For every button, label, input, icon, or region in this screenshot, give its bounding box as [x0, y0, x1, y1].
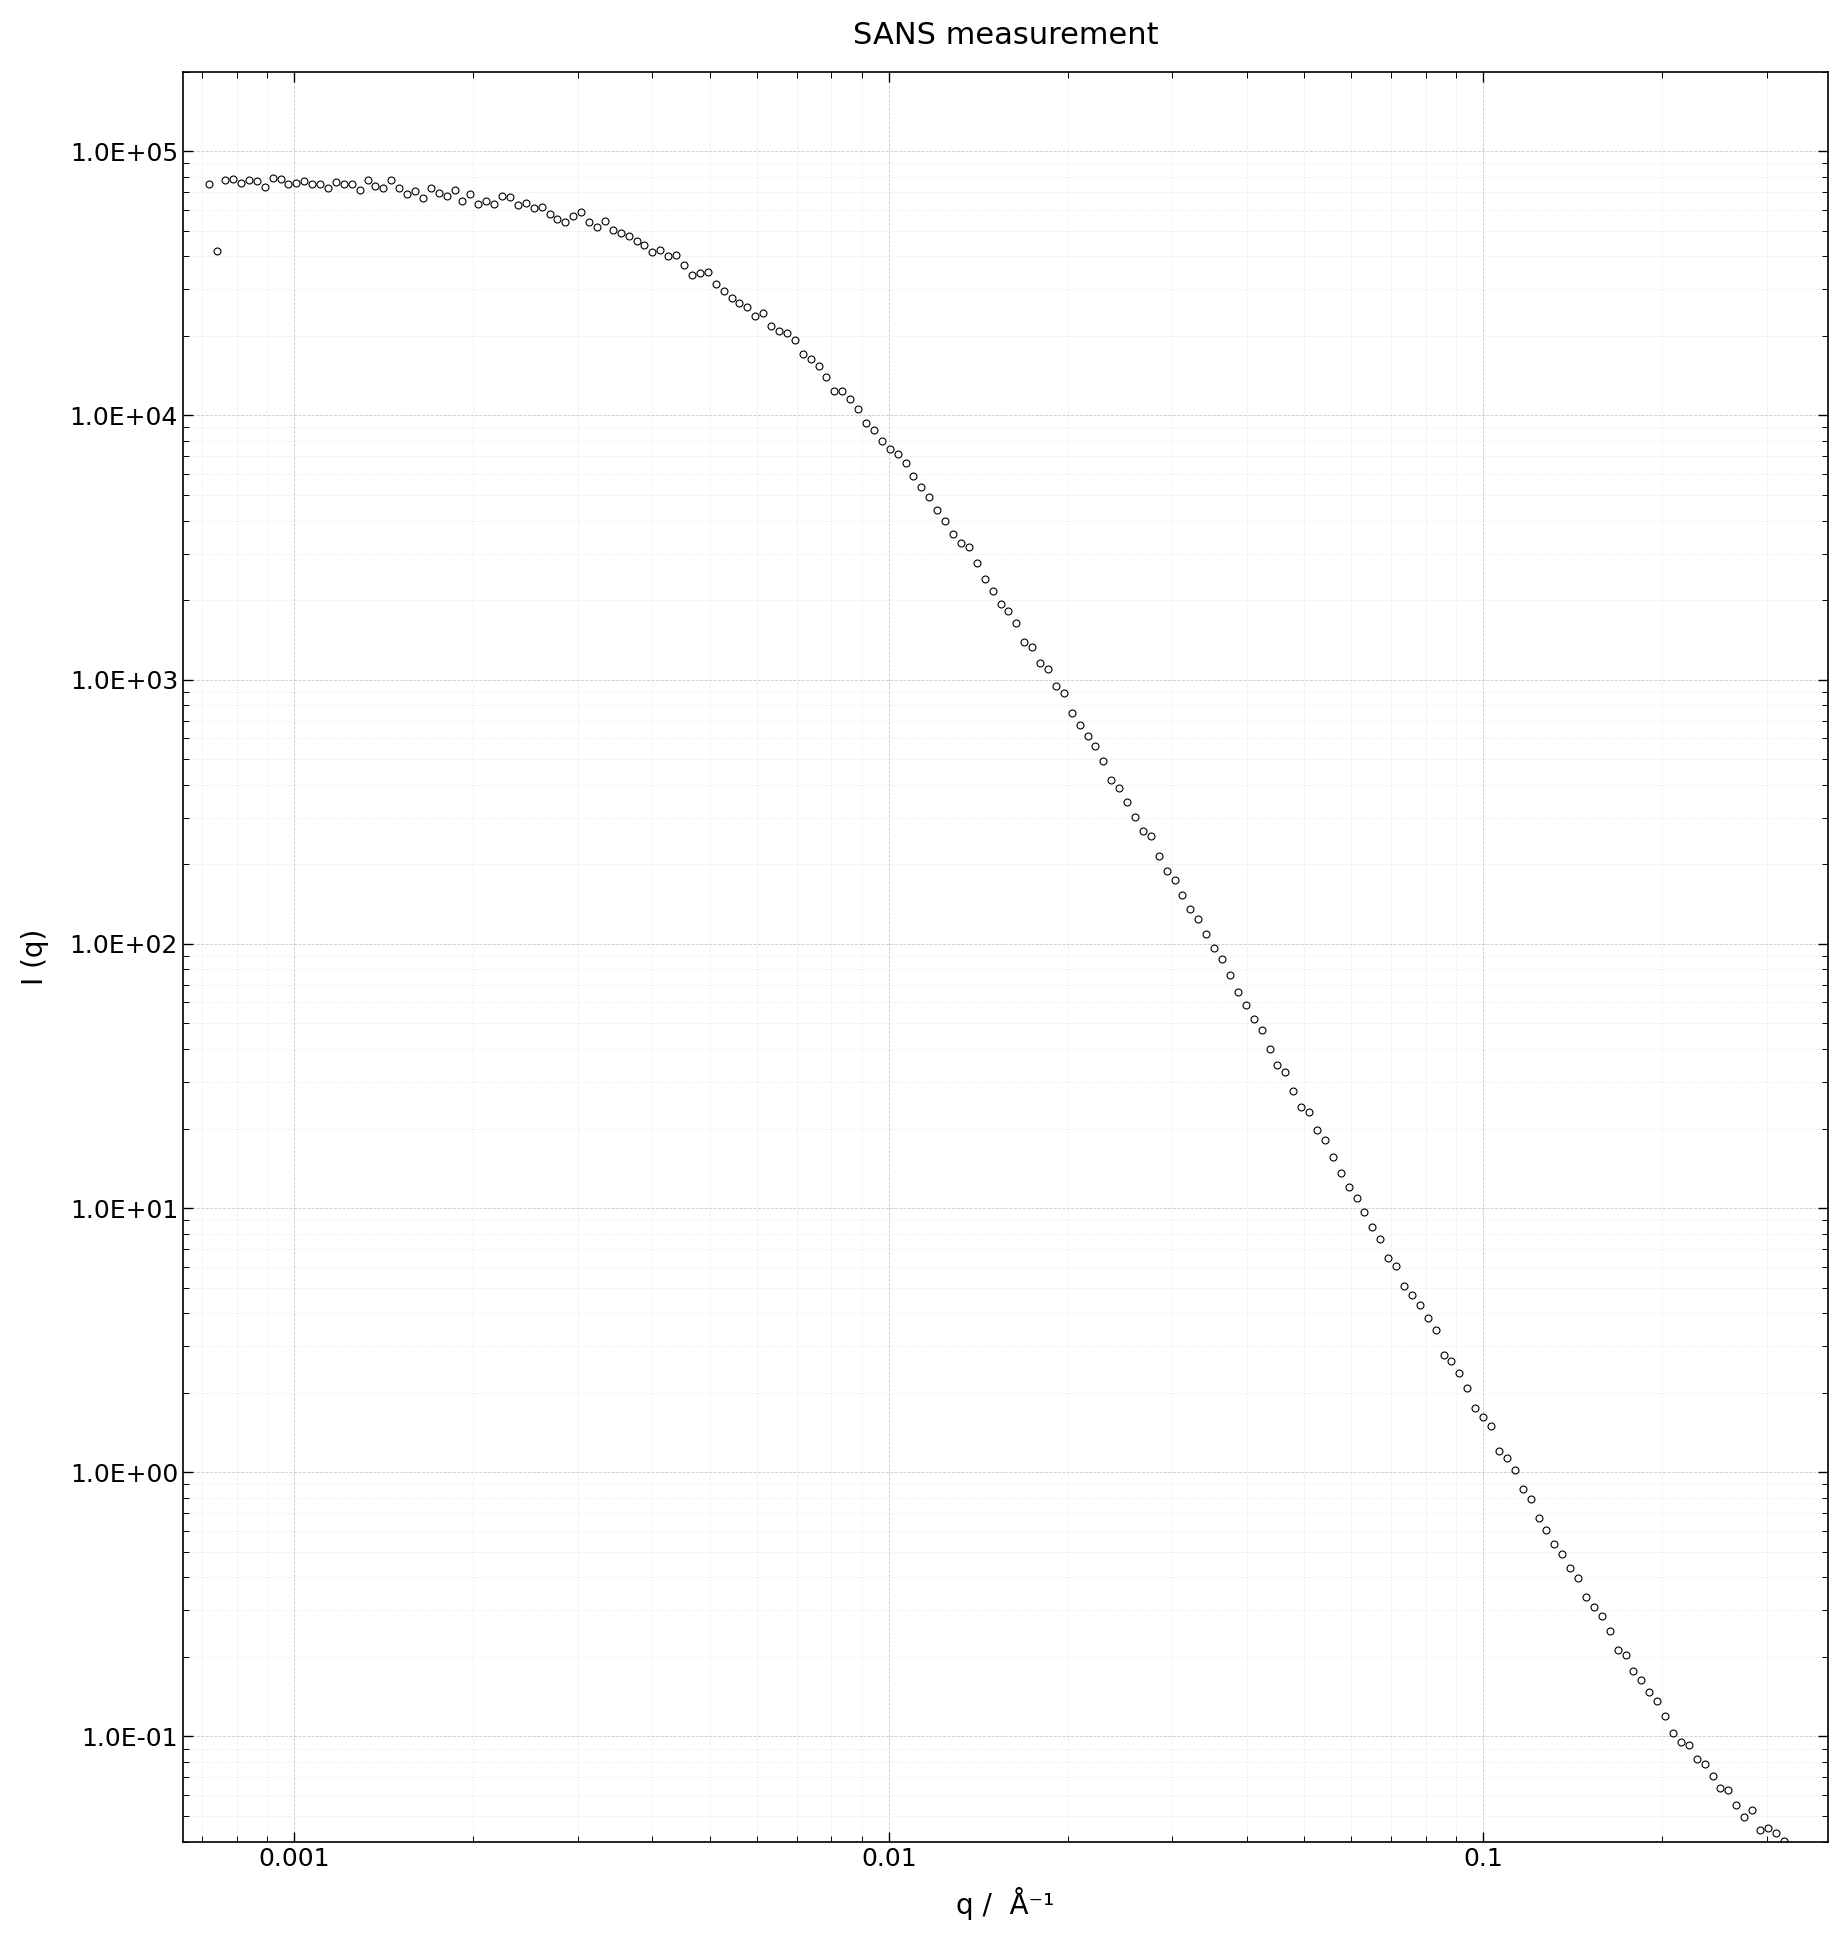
Y-axis label: I (q): I (q): [20, 928, 48, 984]
Title: SANS measurement: SANS measurement: [852, 21, 1157, 50]
X-axis label: q /  Å⁻¹: q / Å⁻¹: [955, 1887, 1053, 1920]
